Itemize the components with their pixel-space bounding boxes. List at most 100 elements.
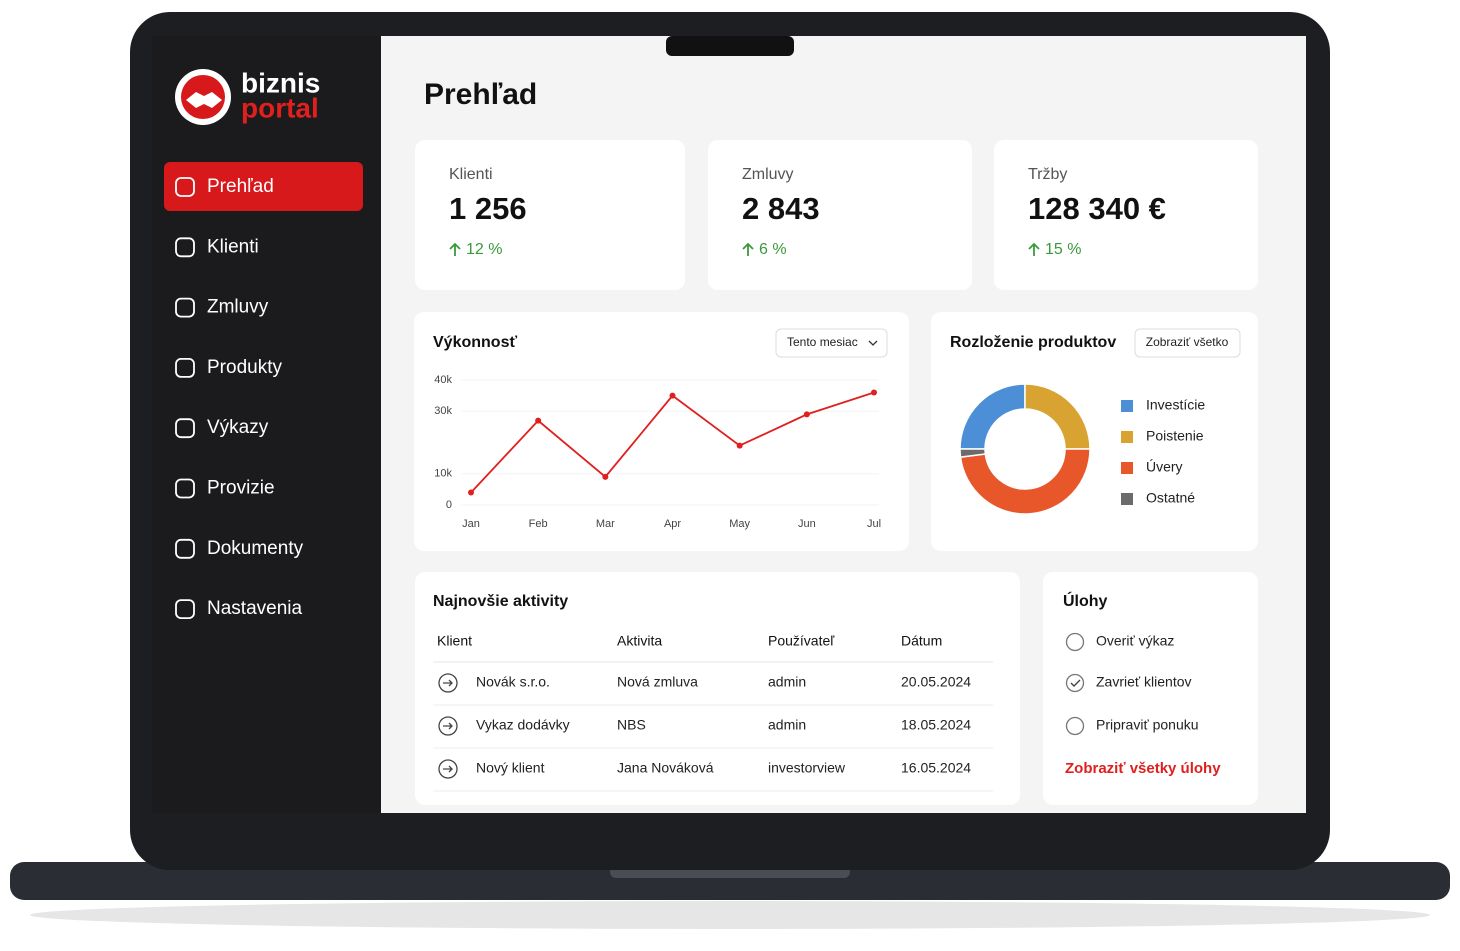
camera-notch xyxy=(666,36,794,56)
nav-item[interactable]: Prehľad xyxy=(207,176,274,197)
x-tick-label: May xyxy=(729,518,750,530)
table-cell: Vykaz dodávky xyxy=(476,717,570,733)
section-title: Úlohy xyxy=(1063,591,1108,610)
laptop-base xyxy=(10,862,1450,900)
task-checkbox[interactable] xyxy=(1065,673,1085,693)
shadow xyxy=(30,901,1430,929)
kpi-label: Klienti xyxy=(449,166,493,183)
nav-item[interactable]: Klienti xyxy=(207,236,259,257)
kpi-change: 15 % xyxy=(1045,241,1081,258)
kpi-change: 6 % xyxy=(759,241,787,258)
nav-icon xyxy=(175,478,195,499)
column-header: Používateľ xyxy=(768,633,835,649)
table-cell: 20.05.2024 xyxy=(901,674,971,690)
y-tick-label: 10k xyxy=(434,468,452,480)
row-icon-arrow xyxy=(443,722,453,730)
line-point xyxy=(736,442,743,449)
card xyxy=(708,140,972,290)
show-all-button[interactable] xyxy=(1134,328,1241,358)
task-checkbox[interactable] xyxy=(1065,632,1085,652)
table-cell: 16.05.2024 xyxy=(901,760,971,776)
line-point xyxy=(803,411,810,418)
legend-swatch xyxy=(1121,493,1133,505)
nav-icon xyxy=(175,538,195,559)
x-tick-label: Jun xyxy=(798,518,816,530)
table-cell: Nový klient xyxy=(476,760,545,776)
row-icon[interactable] xyxy=(438,673,458,693)
tasks-link[interactable]: Zobraziť všetky úlohy xyxy=(1065,760,1221,777)
brand-line2: portal xyxy=(241,92,319,123)
nav-icon xyxy=(175,418,195,439)
table-cell: admin xyxy=(768,717,806,733)
brand-line1: biznis xyxy=(241,67,320,98)
legend-label: Poistenie xyxy=(1146,428,1204,444)
kpi-value: 128 340 € xyxy=(1028,191,1166,226)
chart-title: Rozloženie produktov xyxy=(950,334,1116,351)
task-checkbox[interactable] xyxy=(1065,716,1085,736)
page-title: Prehľad xyxy=(424,78,537,111)
line-point xyxy=(468,489,474,496)
donut-segment xyxy=(959,448,1091,515)
nav-icon xyxy=(175,297,195,318)
filter-label[interactable]: Tento mesiac xyxy=(787,335,858,349)
card xyxy=(1043,572,1258,805)
card xyxy=(415,572,1020,805)
kpi-label: Zmluvy xyxy=(742,166,794,183)
show-all-label[interactable]: Zobraziť všetko xyxy=(1146,335,1229,349)
column-header: Klient xyxy=(437,633,472,649)
y-tick-label: 0 xyxy=(446,499,452,511)
task-label: Zavrieť klientov xyxy=(1096,674,1192,690)
kpi-change: 12 % xyxy=(466,241,502,258)
nav-item[interactable]: Provizie xyxy=(207,478,275,499)
kpi-arrow xyxy=(1028,242,1040,256)
line-point xyxy=(871,389,877,396)
nav-item[interactable]: Produkty xyxy=(207,357,282,378)
kpi-arrow xyxy=(449,242,461,256)
card xyxy=(414,312,909,551)
table-cell: Nová zmluva xyxy=(617,674,698,690)
kpi-arrow xyxy=(742,242,754,256)
y-tick-label: 40k xyxy=(434,374,452,386)
table-cell: 18.05.2024 xyxy=(901,717,971,733)
row-icon[interactable] xyxy=(438,759,458,779)
nav-icon xyxy=(175,357,195,378)
nav-icon xyxy=(175,177,195,197)
x-tick-label: Mar xyxy=(596,518,615,530)
nav-item[interactable]: Výkazy xyxy=(207,417,269,438)
task-label: Pripraviť ponuku xyxy=(1096,717,1199,733)
nav-item[interactable]: Zmluvy xyxy=(207,297,269,318)
x-tick-label: Jan xyxy=(462,518,480,530)
card xyxy=(994,140,1258,290)
nav-item[interactable]: Dokumenty xyxy=(207,538,304,559)
section-title: Najnovšie aktivity xyxy=(433,593,568,610)
card xyxy=(415,140,685,290)
table-cell: Jana Nováková xyxy=(617,760,714,776)
filter-chevron xyxy=(868,340,878,346)
row-icon[interactable] xyxy=(438,716,458,736)
y-tick-label: 30k xyxy=(434,405,452,417)
kpi-label: Tržby xyxy=(1028,166,1067,183)
x-tick-label: Feb xyxy=(529,518,548,530)
nav-item[interactable]: Nastavenia xyxy=(207,598,302,619)
table-cell: Novák s.r.o. xyxy=(476,674,550,690)
filter-button[interactable] xyxy=(775,328,888,358)
line-point xyxy=(669,392,676,399)
task-label: Overiť výkaz xyxy=(1096,633,1174,649)
row-icon-arrow xyxy=(443,679,453,687)
legend-swatch xyxy=(1121,431,1133,443)
donut-segment xyxy=(959,448,987,458)
legend-swatch xyxy=(1121,400,1133,412)
table-cell: NBS xyxy=(617,717,646,733)
nav-icon xyxy=(175,237,195,258)
row-icon-arrow xyxy=(443,765,453,773)
line-point xyxy=(535,417,542,424)
table-cell: investorview xyxy=(768,760,846,776)
legend-label: Úvery xyxy=(1146,459,1183,475)
column-header: Dátum xyxy=(901,633,942,649)
legend-label: Investície xyxy=(1146,397,1205,413)
logo-handshake xyxy=(186,92,222,108)
chart-title: Výkonnosť xyxy=(433,334,517,351)
column-header: Aktivita xyxy=(617,633,662,649)
x-tick-label: Apr xyxy=(664,518,681,530)
